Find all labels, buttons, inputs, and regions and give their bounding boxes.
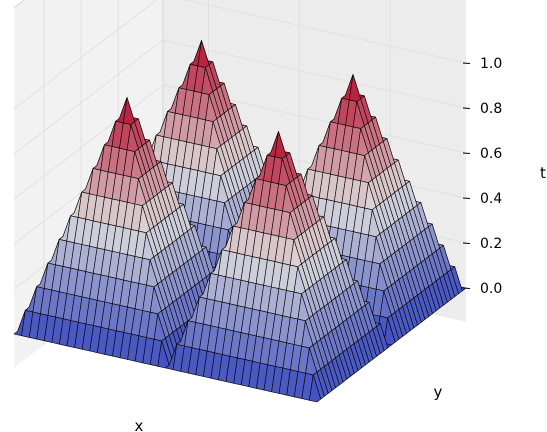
x-axis-label: x — [135, 417, 144, 432]
z-tick — [462, 197, 471, 199]
z-tick — [462, 62, 471, 64]
z-tick — [462, 287, 471, 289]
y-axis-label: y — [434, 383, 443, 401]
z-tick-label: 0.6 — [480, 146, 502, 162]
surface-plot — [13, 40, 467, 403]
z-axis: 0.0 0.2 0.4 0.6 0.8 1.0 — [462, 56, 502, 297]
surface-patch — [309, 374, 322, 403]
z-tick-label: 0.2 — [480, 236, 502, 252]
z-tick — [462, 107, 471, 109]
z-tick-label: 0.8 — [480, 101, 502, 117]
z-tick-label: 1.0 — [480, 56, 502, 72]
z-tick-label: 0.0 — [480, 281, 502, 297]
z-tick — [462, 242, 471, 244]
z-tick — [462, 152, 471, 154]
z-grid-line — [13, 0, 467, 110]
z-tick-label: 0.4 — [480, 191, 502, 207]
z-grid-line — [13, 39, 467, 155]
z-axis-label: t — [540, 164, 546, 182]
